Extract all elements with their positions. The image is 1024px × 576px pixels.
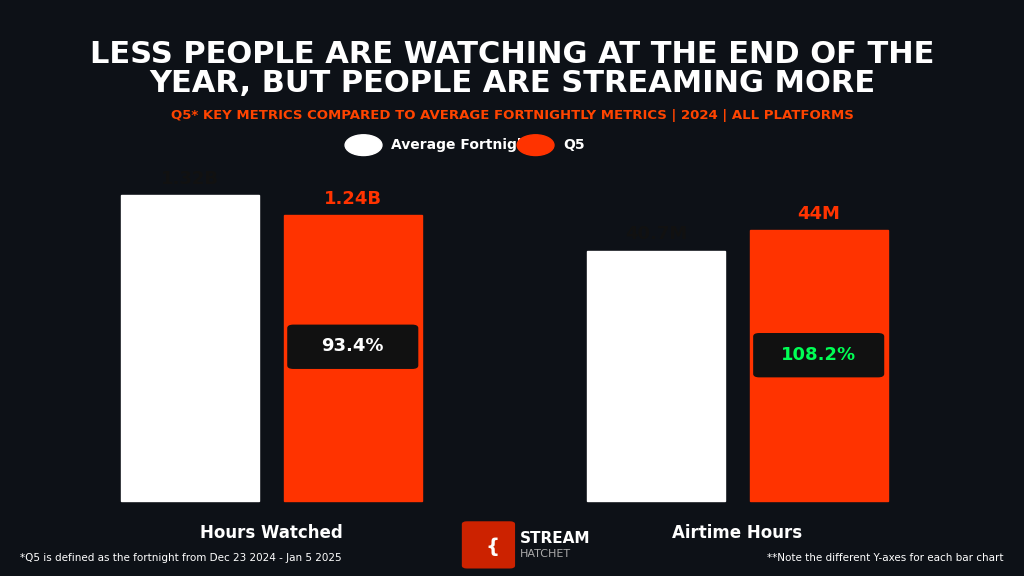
Text: 40.7M: 40.7M [625, 225, 687, 244]
FancyBboxPatch shape [753, 333, 884, 377]
Text: 108.2%: 108.2% [781, 346, 856, 364]
Text: Airtime Hours: Airtime Hours [672, 524, 803, 542]
Text: STREAM: STREAM [520, 531, 591, 546]
Bar [121, 195, 259, 501]
Circle shape [345, 135, 382, 156]
Circle shape [517, 135, 554, 156]
Text: **Note the different Y-axes for each bar chart: **Note the different Y-axes for each bar… [767, 552, 1004, 563]
Text: }: } [481, 536, 496, 554]
Bar [587, 251, 725, 501]
Text: 93.4%: 93.4% [322, 338, 384, 355]
Text: Q5: Q5 [563, 138, 585, 152]
Bar [284, 215, 422, 501]
Text: 44M: 44M [798, 205, 840, 223]
FancyBboxPatch shape [287, 325, 419, 369]
Text: Q5* KEY METRICS COMPARED TO AVERAGE FORTNIGHTLY METRICS | 2024 | ALL PLATFORMS: Q5* KEY METRICS COMPARED TO AVERAGE FORT… [171, 109, 853, 122]
Text: HATCHET: HATCHET [520, 549, 571, 559]
Text: 1.32B: 1.32B [161, 170, 219, 188]
Text: YEAR, BUT PEOPLE ARE STREAMING MORE: YEAR, BUT PEOPLE ARE STREAMING MORE [148, 69, 876, 98]
FancyBboxPatch shape [462, 521, 515, 569]
Text: 1.24B: 1.24B [324, 190, 382, 207]
Text: Average Fortnight: Average Fortnight [391, 138, 534, 152]
Bar [750, 230, 888, 501]
Text: Hours Watched: Hours Watched [200, 524, 343, 542]
Text: LESS PEOPLE ARE WATCHING AT THE END OF THE: LESS PEOPLE ARE WATCHING AT THE END OF T… [90, 40, 934, 69]
Text: *Q5 is defined as the fortnight from Dec 23 2024 - Jan 5 2025: *Q5 is defined as the fortnight from Dec… [20, 552, 342, 563]
